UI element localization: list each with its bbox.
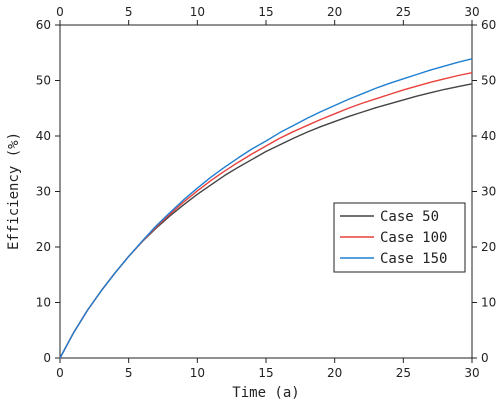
y-tick-label-left: 30: [36, 185, 51, 199]
x-tick-label-bottom: 5: [125, 366, 133, 380]
y-tick-label-right: 30: [481, 185, 496, 199]
x-tick-label-top: 10: [190, 5, 205, 19]
y-axis-title: Efficiency (%): [6, 132, 22, 250]
x-tick-label-top: 0: [56, 5, 64, 19]
x-tick-label-bottom: 10: [190, 366, 205, 380]
x-tick-label-top: 25: [396, 5, 411, 19]
y-tick-label-left: 0: [43, 351, 51, 365]
x-tick-label-top: 30: [464, 5, 479, 19]
y-tick-label-left: 10: [36, 296, 51, 310]
y-tick-label-right: 0: [481, 351, 489, 365]
plot-frame: [59, 24, 473, 359]
series-lines: [59, 58, 473, 359]
y-tick-label-right: 50: [481, 74, 496, 88]
y-tick-label-right: 20: [481, 240, 496, 254]
x-tick-label-top: 5: [125, 5, 133, 19]
legend-label: Case 50: [380, 209, 439, 225]
x-tick-label-bottom: 0: [56, 366, 64, 380]
y-tick-label-right: 60: [481, 18, 496, 32]
x-tick-label-bottom: 30: [464, 366, 479, 380]
y-tick-label-right: 10: [481, 296, 496, 310]
y-tick-label-left: 40: [36, 129, 51, 143]
x-tick-label-bottom: 25: [396, 366, 411, 380]
y-tick-label-left: 60: [36, 18, 51, 32]
y-tick-label-left: 50: [36, 74, 51, 88]
y-tick-label-right: 40: [481, 129, 496, 143]
x-tick-label-top: 20: [327, 5, 342, 19]
x-tick-label-bottom: 15: [258, 366, 273, 380]
legend-label: Case 150: [380, 251, 447, 267]
x-axis-title: Time (a): [232, 385, 299, 401]
x-tick-label-bottom: 20: [327, 366, 342, 380]
series-line-3: [59, 58, 473, 359]
x-tick-label-top: 15: [258, 5, 273, 19]
legend-label: Case 100: [380, 230, 447, 246]
legend: Case 50 Case 100 Case 150: [333, 202, 466, 273]
y-tick-label-left: 20: [36, 240, 51, 254]
